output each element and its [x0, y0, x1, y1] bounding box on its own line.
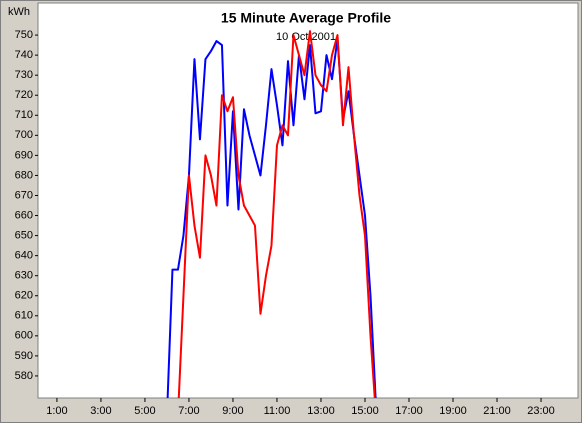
y-tick-label: 600 [15, 330, 33, 342]
x-tick-label: 13:00 [307, 405, 335, 417]
x-tick-label: 17:00 [395, 405, 423, 417]
chart-subtitle: 10 Oct 2001 [276, 31, 336, 43]
y-tick-label: 720 [15, 89, 33, 101]
y-tick-label: 740 [15, 49, 33, 61]
y-tick-label: 610 [15, 310, 33, 322]
y-axis-label: kWh [8, 6, 30, 18]
y-tick-label: 710 [15, 109, 33, 121]
y-tick-label: 640 [15, 250, 33, 262]
y-tick-label: 700 [15, 129, 33, 141]
x-tick-label: 19:00 [439, 405, 467, 417]
y-tick-label: 660 [15, 209, 33, 221]
y-tick-label: 670 [15, 189, 33, 201]
x-tick-label: 3:00 [90, 405, 111, 417]
y-tick-label: 580 [15, 370, 33, 382]
x-tick-label: 7:00 [178, 405, 199, 417]
x-tick-label: 1:00 [46, 405, 67, 417]
x-tick-label: 23:00 [527, 405, 555, 417]
y-tick-label: 690 [15, 149, 33, 161]
y-tick-label: 750 [15, 29, 33, 41]
plot-lines [166, 30, 377, 398]
y-tick-label: 730 [15, 69, 33, 81]
x-tick-label: 21:00 [483, 405, 511, 417]
y-tick-label: 630 [15, 270, 33, 282]
x-tick-label: 5:00 [134, 405, 155, 417]
chart-title: 15 Minute Average Profile [221, 10, 391, 26]
x-tick-label: 11:00 [264, 405, 291, 417]
y-tick-label: 620 [15, 290, 33, 302]
x-tick-label: 9:00 [222, 405, 243, 417]
y-tick-label: 650 [15, 229, 33, 241]
series-line [177, 30, 376, 398]
y-tick-label: 680 [15, 169, 33, 181]
x-tick-label: 15:00 [351, 405, 379, 417]
y-tick-label: 590 [15, 350, 33, 362]
